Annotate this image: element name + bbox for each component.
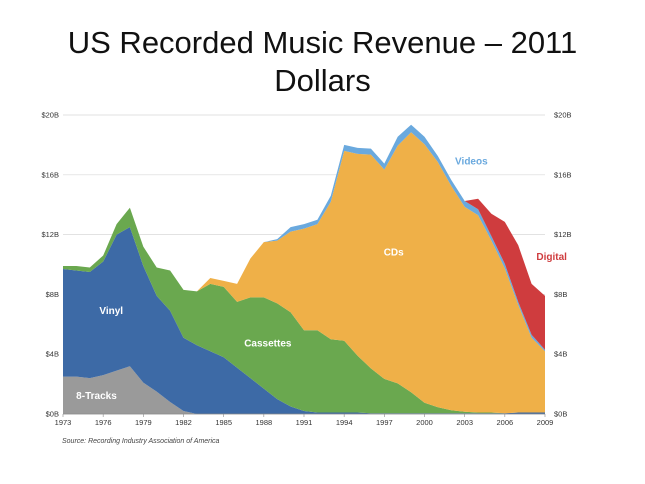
y-tick-left: $20B: [41, 111, 59, 120]
title-line-1: US Recorded Music Revenue – 2011: [67, 25, 578, 60]
x-tick-label: 2009: [537, 418, 554, 427]
area-vinyl: [63, 227, 545, 414]
series-label-digital: Digital: [536, 252, 567, 263]
series-label-videos: Videos: [455, 156, 488, 167]
y-tick-right: $20B: [554, 111, 572, 120]
x-tick-label: 1994: [336, 418, 353, 427]
axes: $0B $0B $4B $4B $8B $8B $12B $12B $16B $16B $20B $2…: [41, 111, 571, 428]
x-tick-label: 1997: [376, 418, 393, 427]
area-cassettes: [63, 207, 545, 414]
y-tick-right: $4B: [554, 350, 567, 359]
area-series: [63, 124, 545, 414]
y-tick-left: $8B: [46, 290, 59, 299]
series-label-vinyl: Vinyl: [99, 306, 123, 317]
x-tick-label: 1985: [215, 418, 232, 427]
area-8-tracks: [63, 366, 545, 414]
x-tick-label: 2000: [416, 418, 433, 427]
chart-title: US Recorded Music Revenue – 2011 Dollars: [0, 24, 645, 100]
x-tick-label: 1973: [55, 418, 72, 427]
series-labels: 8-Tracks Vinyl Cassettes CDs Videos Digital: [76, 156, 567, 402]
title-line-2: Dollars: [274, 63, 371, 98]
x-tick-label: 1976: [95, 418, 112, 427]
x-tick-label: 2003: [456, 418, 473, 427]
y-tick-left: $0B: [46, 410, 59, 419]
series-label-cds: CDs: [384, 248, 404, 259]
area-cds: [63, 132, 545, 414]
y-tick-right: $12B: [554, 230, 572, 239]
y-tick-right: $8B: [554, 290, 567, 299]
y-tick-left: $4B: [46, 350, 59, 359]
x-tick-label: 1988: [255, 418, 272, 427]
x-tick-label: 1991: [296, 418, 313, 427]
source-note: Source: Recording Industry Association o…: [62, 438, 220, 445]
y-tick-right: $0B: [554, 410, 567, 419]
series-label-cassettes: Cassettes: [244, 339, 292, 350]
x-tick-label: 1982: [175, 418, 192, 427]
x-tick-label: 2006: [496, 418, 513, 427]
y-tick-right: $16B: [554, 170, 572, 179]
y-tick-left: $12B: [41, 230, 59, 239]
y-tick-left: $16B: [41, 170, 59, 179]
series-label-8-tracks: 8-Tracks: [76, 391, 117, 402]
x-tick-label: 1979: [135, 418, 152, 427]
